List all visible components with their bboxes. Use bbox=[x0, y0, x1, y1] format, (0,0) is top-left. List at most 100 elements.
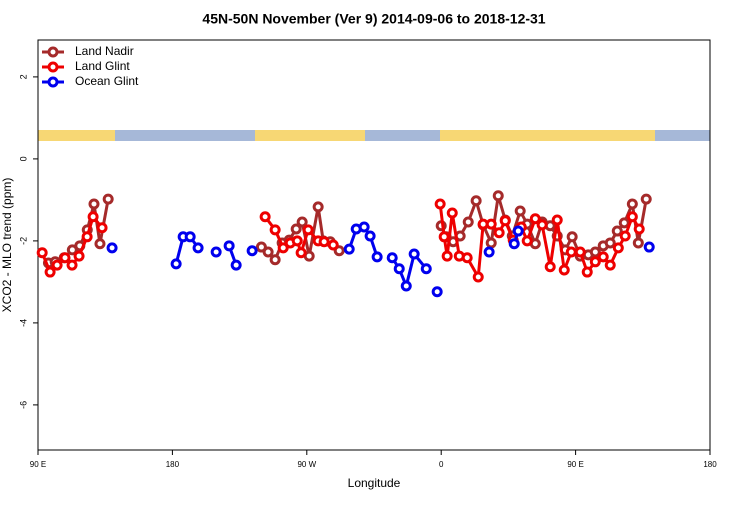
point bbox=[574, 246, 586, 258]
point bbox=[514, 205, 526, 217]
x-tick-label: 90 E bbox=[30, 460, 46, 469]
point bbox=[640, 193, 652, 205]
point bbox=[36, 247, 48, 259]
y-axis-label: XCO2 - MLO trend (ppm) bbox=[0, 178, 14, 313]
point bbox=[223, 240, 235, 252]
point bbox=[551, 214, 563, 226]
point bbox=[44, 266, 56, 278]
point bbox=[566, 231, 578, 243]
point bbox=[408, 248, 420, 260]
point bbox=[420, 263, 432, 275]
y-tick-label: -2 bbox=[18, 237, 28, 245]
point bbox=[633, 223, 645, 235]
point bbox=[358, 221, 370, 233]
point bbox=[581, 266, 593, 278]
point bbox=[619, 230, 631, 242]
x-axis-label: Longitude bbox=[348, 476, 401, 490]
point bbox=[558, 264, 570, 276]
point bbox=[499, 215, 511, 227]
point bbox=[255, 241, 267, 253]
point bbox=[210, 246, 222, 258]
point bbox=[612, 242, 624, 254]
series bbox=[36, 198, 645, 283]
x-tick-label: 90 W bbox=[297, 460, 316, 469]
point bbox=[73, 250, 85, 262]
point bbox=[51, 259, 63, 271]
point bbox=[597, 251, 609, 263]
x-tick-label: 0 bbox=[439, 460, 444, 469]
point bbox=[59, 252, 71, 264]
point bbox=[88, 198, 100, 210]
point bbox=[611, 225, 623, 237]
point bbox=[96, 222, 108, 234]
point bbox=[461, 252, 473, 264]
point bbox=[327, 239, 339, 251]
point bbox=[485, 237, 497, 249]
land-band bbox=[440, 130, 655, 141]
plot-frame bbox=[37, 39, 711, 451]
legend-marker bbox=[47, 46, 59, 58]
y-tick-label: -4 bbox=[18, 319, 28, 327]
map-strip bbox=[38, 130, 710, 141]
point bbox=[632, 237, 644, 249]
point bbox=[604, 237, 616, 249]
point bbox=[102, 193, 114, 205]
point bbox=[472, 271, 484, 283]
legend-marker bbox=[47, 61, 59, 73]
point bbox=[521, 235, 533, 247]
point bbox=[259, 211, 271, 223]
land-band bbox=[255, 130, 365, 141]
x-tick-label: 180 bbox=[166, 460, 180, 469]
point bbox=[302, 224, 314, 236]
point bbox=[508, 238, 520, 250]
land-band bbox=[38, 130, 115, 141]
point bbox=[192, 242, 204, 254]
chart-title: 45N-50N November (Ver 9) 2014-09-06 to 2… bbox=[202, 11, 545, 27]
point bbox=[371, 251, 383, 263]
point bbox=[431, 286, 443, 298]
point bbox=[483, 246, 495, 258]
point bbox=[277, 242, 289, 254]
point bbox=[291, 235, 303, 247]
legend-label: Ocean Glint bbox=[75, 74, 139, 88]
point bbox=[246, 245, 258, 257]
point bbox=[87, 211, 99, 223]
point bbox=[470, 195, 482, 207]
legend-label: Land Glint bbox=[75, 59, 130, 73]
point bbox=[312, 201, 324, 213]
point bbox=[544, 261, 556, 273]
point bbox=[66, 259, 78, 271]
point bbox=[589, 246, 601, 258]
point bbox=[565, 246, 577, 258]
point bbox=[318, 236, 330, 248]
legend-label: Land Nadir bbox=[75, 44, 134, 58]
point bbox=[485, 218, 497, 230]
point bbox=[296, 216, 308, 228]
point bbox=[262, 246, 274, 258]
series bbox=[106, 221, 653, 298]
point bbox=[438, 231, 450, 243]
point bbox=[512, 225, 524, 237]
point bbox=[434, 198, 446, 210]
ocean-band bbox=[38, 130, 710, 141]
point bbox=[269, 254, 281, 266]
point bbox=[184, 231, 196, 243]
point bbox=[441, 250, 453, 262]
point bbox=[446, 207, 458, 219]
point bbox=[626, 211, 638, 223]
point bbox=[269, 224, 281, 236]
y-tick-label: 2 bbox=[18, 74, 28, 79]
point bbox=[364, 230, 376, 242]
point bbox=[106, 242, 118, 254]
legend-marker bbox=[47, 76, 59, 88]
point bbox=[604, 259, 616, 271]
point bbox=[393, 263, 405, 275]
point bbox=[529, 213, 541, 225]
point bbox=[170, 258, 182, 270]
point bbox=[290, 223, 302, 235]
x-tick-label: 180 bbox=[703, 460, 717, 469]
point bbox=[493, 227, 505, 239]
point bbox=[230, 259, 242, 271]
